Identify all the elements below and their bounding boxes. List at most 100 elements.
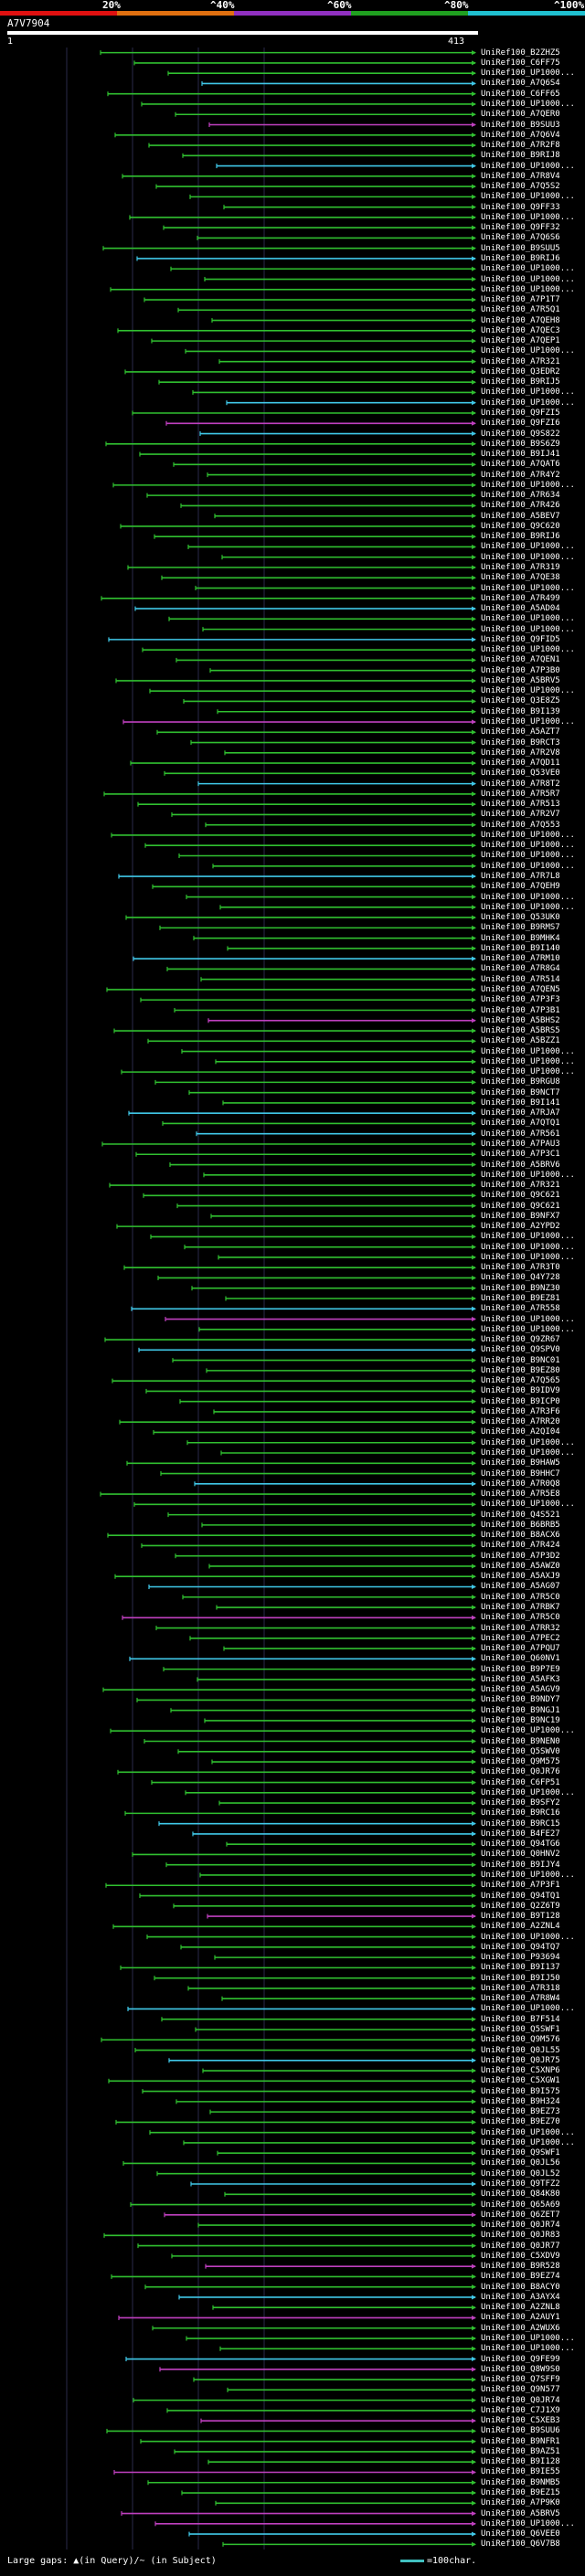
hit-label[interactable]: UniRef100_B9EZ15	[481, 2488, 560, 2498]
hit-label[interactable]: UniRef100_C6FF65	[481, 89, 560, 99]
hit-label[interactable]: UniRef100_A7R7L8	[481, 872, 560, 882]
hit-label[interactable]: UniRef100_Q9FZI5	[481, 408, 560, 418]
hit-label[interactable]: UniRef100_A7R4Y2	[481, 470, 560, 480]
hit-label[interactable]: UniRef100_A7R2V8	[481, 747, 560, 758]
hit-label[interactable]: UniRef100_B9NDY7	[481, 1695, 560, 1705]
hit-label[interactable]: UniRef100_UP1000...	[481, 284, 575, 294]
hit-label[interactable]: UniRef100_C7J1X9	[481, 2405, 560, 2415]
hit-label[interactable]: UniRef100_Q9ZR67	[481, 1335, 560, 1345]
hit-label[interactable]: UniRef100_B9EZ73	[481, 2107, 560, 2117]
hit-label[interactable]: UniRef100_Q9M575	[481, 1757, 560, 1767]
hit-label[interactable]: UniRef100_Q9S822	[481, 429, 560, 439]
hit-label[interactable]: UniRef100_A7R8V4	[481, 171, 560, 181]
hit-label[interactable]: UniRef100_UP1000...	[481, 686, 575, 696]
hit-label[interactable]: UniRef100_UP1000...	[481, 2127, 575, 2137]
hit-label[interactable]: UniRef100_A7QER0	[481, 110, 560, 120]
hit-label[interactable]: UniRef100_B9SUU6	[481, 2426, 560, 2436]
hit-label[interactable]: UniRef100_B9HAW5	[481, 1458, 560, 1468]
hit-label[interactable]: UniRef100_UP1000...	[481, 480, 575, 490]
hit-label[interactable]: UniRef100_Q94TG6	[481, 1839, 560, 1850]
hit-label[interactable]: UniRef100_UP1000...	[481, 841, 575, 851]
hit-label[interactable]: UniRef100_UP1000...	[481, 398, 575, 408]
hit-label[interactable]: UniRef100_C6FF75	[481, 58, 560, 68]
hit-label[interactable]: UniRef100_B9NCT7	[481, 1087, 560, 1097]
hit-label[interactable]: UniRef100_A7QEP1	[481, 336, 560, 346]
hit-label[interactable]: UniRef100_Q60NV1	[481, 1654, 560, 1664]
hit-label[interactable]: UniRef100_B9RGU8	[481, 1077, 560, 1087]
hit-label[interactable]: UniRef100_A5BRV5	[481, 675, 560, 685]
hit-label[interactable]: UniRef100_B9IJ50	[481, 1973, 560, 1983]
hit-label[interactable]: UniRef100_UP1000...	[481, 161, 575, 171]
hit-label[interactable]: UniRef100_A7R2V7	[481, 810, 560, 820]
hit-label[interactable]: UniRef100_A7R8W4	[481, 1994, 560, 2004]
hit-label[interactable]: UniRef100_B9NFX7	[481, 1211, 560, 1221]
hit-label[interactable]: UniRef100_B9EZ74	[481, 2272, 560, 2282]
hit-label[interactable]: UniRef100_A7P3F3	[481, 995, 560, 1005]
hit-label[interactable]: UniRef100_Q0JL52	[481, 2168, 560, 2178]
hit-label[interactable]: UniRef100_A2ZNL8	[481, 2303, 560, 2313]
hit-label[interactable]: UniRef100_A7R321	[481, 356, 560, 366]
hit-label[interactable]: UniRef100_B9I140	[481, 943, 560, 953]
hit-label[interactable]: UniRef100_A5AFK3	[481, 1674, 560, 1684]
hit-label[interactable]: UniRef100_UP1000...	[481, 645, 575, 655]
hit-label[interactable]: UniRef100_A7R499	[481, 593, 560, 603]
hit-label[interactable]: UniRef100_B9IE55	[481, 2467, 560, 2477]
hit-label[interactable]: UniRef100_A7P1T7	[481, 295, 560, 305]
hit-label[interactable]: UniRef100_UP1000...	[481, 1056, 575, 1066]
hit-label[interactable]: UniRef100_A2WUX6	[481, 2323, 560, 2333]
hit-label[interactable]: UniRef100_UP1000...	[481, 1252, 575, 1262]
hit-label[interactable]: UniRef100_A7R318	[481, 1983, 560, 1993]
hit-label[interactable]: UniRef100_Q0JL55	[481, 2045, 560, 2055]
hit-label[interactable]: UniRef100_B9MHK4	[481, 933, 560, 943]
hit-label[interactable]: UniRef100_A5BZZ1	[481, 1036, 560, 1046]
hit-label[interactable]: UniRef100_A7R634	[481, 491, 560, 501]
hit-label[interactable]: UniRef100_A7Q6S4	[481, 79, 560, 89]
hit-label[interactable]: UniRef100_A7PQU7	[481, 1644, 560, 1654]
hit-label[interactable]: UniRef100_UP1000...	[481, 192, 575, 202]
hit-label[interactable]: UniRef100_A7P3B0	[481, 665, 560, 675]
hit-label[interactable]: UniRef100_UP1000...	[481, 542, 575, 552]
hit-label[interactable]: UniRef100_UP1000...	[481, 387, 575, 398]
hit-label[interactable]: UniRef100_A7P3C1	[481, 1150, 560, 1160]
hit-label[interactable]: UniRef100_UP1000...	[481, 717, 575, 727]
hit-label[interactable]: UniRef100_A7R3F6	[481, 1406, 560, 1416]
hit-label[interactable]: UniRef100_A7R0Q8	[481, 1479, 560, 1489]
hit-label[interactable]: UniRef100_A7QE38	[481, 573, 560, 583]
hit-label[interactable]: UniRef100_C5XDV9	[481, 2251, 560, 2261]
hit-label[interactable]: UniRef100_A3AYX4	[481, 2292, 560, 2302]
hit-label[interactable]: UniRef100_UP1000...	[481, 851, 575, 861]
hit-label[interactable]: UniRef100_B9NC01	[481, 1355, 560, 1365]
hit-label[interactable]: UniRef100_A7R514	[481, 974, 560, 984]
hit-label[interactable]: UniRef100_B9IDV9	[481, 1386, 560, 1396]
hit-label[interactable]: UniRef100_Q2Z6T9	[481, 1901, 560, 1911]
hit-label[interactable]: UniRef100_Q9M576	[481, 2035, 560, 2045]
hit-label[interactable]: UniRef100_B8ACY0	[481, 2282, 560, 2292]
hit-label[interactable]: UniRef100_Q9C620	[481, 521, 560, 531]
hit-label[interactable]: UniRef100_B9SUU5	[481, 243, 560, 253]
hit-label[interactable]: UniRef100_C5XEB3	[481, 2416, 560, 2426]
hit-label[interactable]: UniRef100_B9I137	[481, 1963, 560, 1973]
hit-label[interactable]: UniRef100_Q0HNV2	[481, 1850, 560, 1860]
hit-label[interactable]: UniRef100_A7QAT6	[481, 460, 560, 470]
hit-label[interactable]: UniRef100_B9I139	[481, 706, 560, 716]
hit-label[interactable]: UniRef100_A5BRV5	[481, 2508, 560, 2518]
hit-label[interactable]: UniRef100_Q0JR74	[481, 2221, 560, 2231]
hit-label[interactable]: UniRef100_UP1000...	[481, 2334, 575, 2344]
hit-label[interactable]: UniRef100_A7R513	[481, 800, 560, 810]
hit-label[interactable]: UniRef100_A7RR20	[481, 1417, 560, 1427]
hit-label[interactable]: UniRef100_B9T128	[481, 1912, 560, 1922]
hit-label[interactable]: UniRef100_A5AXJ9	[481, 1572, 560, 1582]
hit-label[interactable]: UniRef100_B9NGJ1	[481, 1705, 560, 1715]
hit-label[interactable]: UniRef100_A5AWZ0	[481, 1561, 560, 1571]
hit-label[interactable]: UniRef100_A7R3T0	[481, 1263, 560, 1273]
hit-label[interactable]: UniRef100_C6FP51	[481, 1777, 560, 1787]
hit-label[interactable]: UniRef100_UP1000...	[481, 1932, 575, 1942]
hit-label[interactable]: UniRef100_A5AZT7	[481, 727, 560, 737]
hit-label[interactable]: UniRef100_B9RIJ5	[481, 377, 560, 387]
hit-label[interactable]: UniRef100_UP1000...	[481, 830, 575, 840]
hit-label[interactable]: UniRef100_Q9N577	[481, 2385, 560, 2395]
hit-label[interactable]: UniRef100_Q94TQ1	[481, 1891, 560, 1901]
hit-label[interactable]: UniRef100_B9I575	[481, 2086, 560, 2096]
hit-label[interactable]: UniRef100_Q6ZET7	[481, 2210, 560, 2220]
hit-label[interactable]: UniRef100_B9NEN0	[481, 1736, 560, 1746]
